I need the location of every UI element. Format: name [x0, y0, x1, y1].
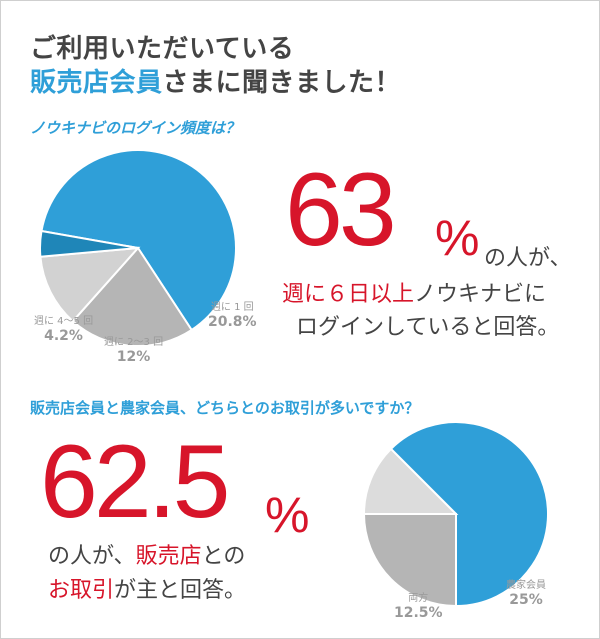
pie1-label-weekly-1-value: 20.8%	[208, 314, 257, 330]
pie1-slice-weekly-1	[71, 246, 194, 347]
pie1-slice-6plus	[40, 149, 237, 332]
transaction-partner-pie-chart	[362, 421, 549, 608]
result-2-text-a-tail: との	[201, 544, 246, 569]
pie2-label-both: 両方 12.5%	[394, 593, 443, 621]
result-2-text-b: お取引が主と回答。	[48, 572, 246, 604]
question-2: 販売店会員と農家会員、どちらとのお取引が多いですか？	[30, 399, 420, 417]
pie1-label-weekly-4-5: 週に 4〜5 回 4.2%	[34, 316, 93, 344]
pie1-label-weekly-1-text: 週に 1 回	[210, 302, 254, 313]
headline-number-2: 62.5	[40, 424, 230, 540]
result-2-text-a: の人が、販売店との	[48, 538, 245, 570]
pie2-label-farmer-text: 農家会員	[506, 580, 546, 591]
pie1-label-weekly-2-3: 週に 2〜3 回 12%	[104, 337, 163, 365]
title-rest: さまに聞きました！	[162, 68, 402, 98]
pie1-label-weekly-1: 週に 1 回 20.8%	[208, 302, 257, 330]
result-1-text-b: 週に６日以上ノウキナビに	[282, 276, 546, 308]
result-2-highlight-a: 販売店	[135, 544, 202, 569]
result-1-text-b-rest: ノウキナビに	[414, 282, 547, 307]
title-line-2: 販売店会員さまに聞きました！	[30, 62, 401, 99]
pie1-slice-weekly-4-5	[39, 229, 139, 258]
pie2-label-farmer-value: 25%	[509, 592, 543, 608]
pie2-label-both-text: 両方	[408, 593, 429, 604]
pie1-label-weekly-2-3-value: 12%	[116, 349, 151, 365]
headline-unit-2: %	[265, 487, 310, 543]
title-highlight: 販売店会員	[30, 68, 163, 98]
title-line-1: ご利用いただいている	[30, 34, 295, 64]
headline-unit-1: %	[435, 210, 480, 266]
question-1: ノウキナビのログイン頻度は？	[30, 119, 241, 137]
result-1-highlight: 週に６日以上	[282, 282, 415, 307]
result-1-text-c: ログインしていると回答。	[296, 315, 560, 340]
pie1-slice-weekly-2-3	[39, 246, 141, 323]
result-1-text-a: の人が、	[484, 246, 572, 271]
pie1-label-weekly-4-5-text: 週に 4〜5 回	[34, 316, 94, 327]
headline-number-1: 63	[285, 152, 397, 268]
result-2-text-a-plain: の人が、	[48, 544, 136, 569]
login-frequency-pie-chart	[39, 149, 237, 347]
result-2-text-b-rest: が主と回答。	[114, 578, 247, 603]
pie2-label-farmer: 農家会員 25%	[506, 580, 546, 608]
pie1-label-weekly-4-5-value: 4.2%	[44, 328, 83, 344]
result-2-highlight-b: お取引	[48, 578, 115, 603]
pie2-slice-farmer	[362, 513, 457, 608]
pie2-slice-retailer	[389, 421, 549, 608]
pie2-slice-both	[362, 447, 459, 515]
pie2-label-both-value: 12.5%	[394, 605, 443, 621]
pie1-label-weekly-2-3-text: 週に 2〜3 回	[104, 337, 164, 348]
